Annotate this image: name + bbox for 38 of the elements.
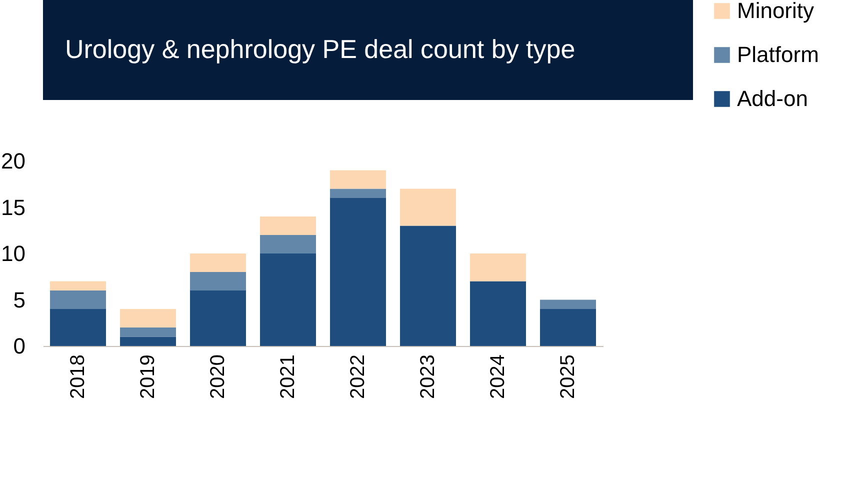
bar xyxy=(330,188,386,198)
bar xyxy=(190,290,246,346)
bar xyxy=(540,309,596,346)
y-tick-label: 10 xyxy=(1,241,26,266)
legend-label: Add-on xyxy=(737,86,808,111)
x-tick-label: 2019 xyxy=(137,354,159,399)
bar xyxy=(120,309,176,328)
bar xyxy=(540,300,596,309)
bar xyxy=(470,254,526,282)
x-tick-label: 2022 xyxy=(347,354,369,399)
x-tick-label: 2020 xyxy=(207,354,229,399)
bar xyxy=(330,170,386,189)
bar xyxy=(330,198,386,346)
y-tick-label: 20 xyxy=(1,148,26,174)
x-tick-label: 2018 xyxy=(67,354,89,399)
bar xyxy=(470,281,526,346)
bar xyxy=(190,272,246,290)
x-tick-label: 2023 xyxy=(417,354,439,399)
bar xyxy=(260,216,316,235)
bar xyxy=(400,226,456,346)
bar xyxy=(50,290,106,309)
legend-label: Platform xyxy=(737,42,819,67)
bar xyxy=(120,328,176,337)
y-tick-label: 5 xyxy=(13,287,26,312)
bar xyxy=(50,309,106,346)
chart-title: Urology & nephrology PE deal count by type xyxy=(65,34,576,64)
y-tick-label: 0 xyxy=(13,334,26,358)
y-tick-label: 15 xyxy=(1,194,26,220)
bar xyxy=(120,336,176,346)
bar xyxy=(260,254,316,346)
x-tick-label: 2021 xyxy=(277,354,299,399)
x-tick-label: 2024 xyxy=(487,354,509,399)
bar xyxy=(50,281,106,290)
bar xyxy=(400,188,456,226)
bar xyxy=(190,254,246,272)
bar xyxy=(260,235,316,254)
x-tick-label: 2025 xyxy=(557,354,579,399)
legend-label: Minority xyxy=(737,0,814,23)
